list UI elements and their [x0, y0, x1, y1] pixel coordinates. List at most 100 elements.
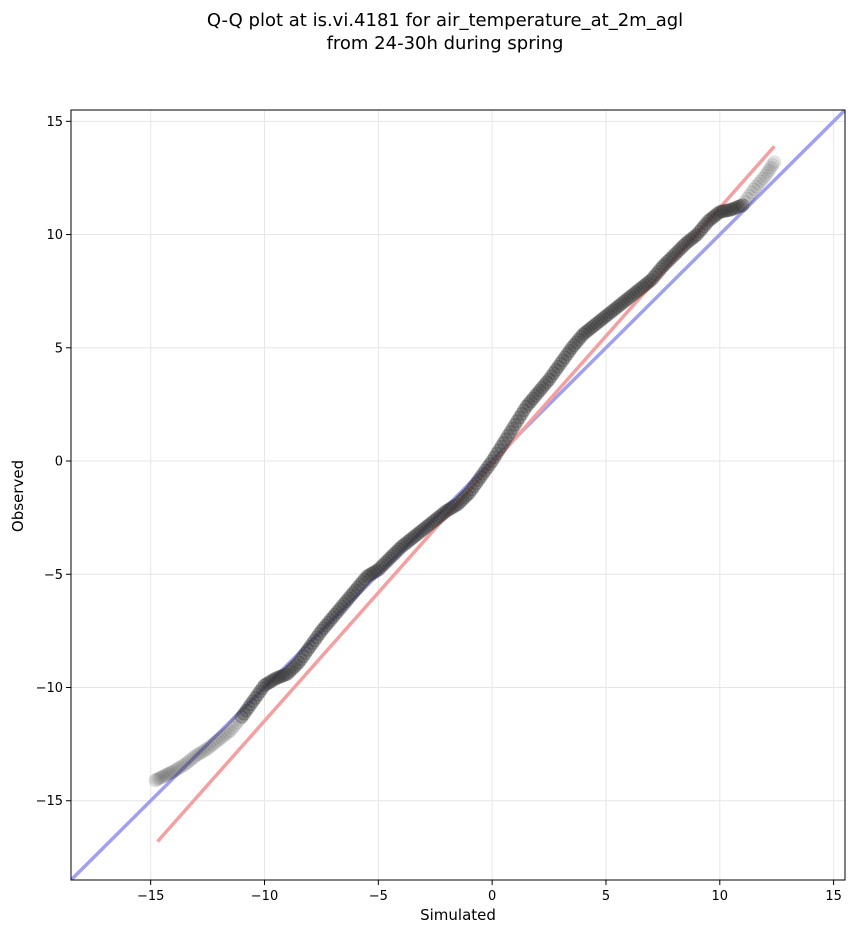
- qq-point: [537, 377, 552, 392]
- qq-point: [330, 604, 345, 619]
- qq-point: [407, 529, 422, 544]
- x-tick-label: 10: [712, 889, 729, 904]
- qq-point: [624, 289, 639, 304]
- qq-point: [630, 283, 645, 298]
- y-tick-label: −15: [36, 794, 63, 809]
- qq-point: [428, 512, 443, 527]
- qq-point: [300, 642, 315, 657]
- qq-point: [555, 353, 570, 368]
- qq-point: [416, 521, 431, 536]
- qq-point: [526, 391, 541, 406]
- qq-point: [275, 668, 290, 683]
- qq-point: [325, 610, 340, 625]
- qq-point: [371, 562, 386, 577]
- qq-point: [328, 607, 343, 622]
- qq-point: [170, 761, 185, 776]
- qq-point: [539, 375, 554, 390]
- qq-point: [551, 359, 566, 374]
- qq-point: [373, 560, 388, 575]
- qq-point: [241, 700, 256, 715]
- qq-point: [211, 732, 226, 747]
- qq-point: [505, 421, 520, 436]
- qq-point: [177, 757, 192, 772]
- qq-point: [198, 743, 213, 758]
- qq-point: [216, 728, 231, 743]
- qq-point: [678, 236, 693, 251]
- qq-point: [398, 536, 413, 551]
- qq-point: [763, 160, 778, 175]
- qq-point: [690, 227, 705, 242]
- qq-point: [355, 574, 370, 589]
- qq-point: [583, 321, 598, 336]
- qq-point: [250, 687, 265, 702]
- qq-point: [271, 670, 286, 685]
- qq-point: [557, 350, 572, 365]
- qq-point: [507, 417, 522, 432]
- qq-point: [476, 466, 491, 481]
- qq-point: [389, 544, 404, 559]
- qq-point: [494, 439, 509, 454]
- qq-point: [696, 219, 711, 234]
- qq-point: [728, 200, 743, 215]
- qq-point: [175, 758, 190, 773]
- qq-point: [478, 463, 493, 478]
- qq-point: [159, 767, 174, 782]
- qq-point: [341, 591, 356, 606]
- qq-point: [546, 366, 561, 381]
- y-tick-label: 0: [55, 455, 63, 470]
- qq-point: [760, 165, 775, 180]
- qq-point: [268, 671, 283, 686]
- qq-point: [749, 179, 764, 194]
- qq-point: [168, 762, 183, 777]
- qq-point: [491, 443, 506, 458]
- qq-point: [674, 241, 689, 256]
- qq-point: [592, 314, 607, 329]
- qq-point: [542, 372, 557, 387]
- qq-point: [560, 347, 575, 362]
- qq-point: [259, 676, 274, 691]
- qq-point: [585, 319, 600, 334]
- qq-point: [307, 633, 322, 648]
- qq-point: [437, 505, 452, 520]
- qq-point: [651, 264, 666, 279]
- qq-point: [414, 523, 429, 538]
- qq-point: [503, 425, 518, 440]
- qq-point: [200, 741, 215, 756]
- qq-point: [569, 335, 584, 350]
- qq-point: [617, 294, 632, 309]
- qq-point: [148, 773, 163, 788]
- qq-point: [726, 201, 741, 216]
- qq-point: [318, 618, 333, 633]
- qq-point: [685, 231, 700, 246]
- qq-point: [737, 194, 752, 209]
- plot-area: [71, 110, 845, 880]
- qq-point: [731, 199, 746, 214]
- qq-point: [180, 755, 195, 770]
- qq-point: [471, 473, 486, 488]
- qq-point: [221, 725, 236, 740]
- qq-point: [589, 316, 604, 331]
- qq-point: [375, 558, 390, 573]
- qq-point: [510, 414, 525, 429]
- qq-point: [644, 272, 659, 287]
- qq-point: [321, 615, 336, 630]
- qq-point: [573, 329, 588, 344]
- y-axis-label: Observed: [9, 460, 27, 532]
- qq-point: [289, 657, 304, 672]
- qq-point: [366, 565, 381, 580]
- qq-point: [166, 764, 181, 779]
- qq-point: [227, 718, 242, 733]
- qq-point: [218, 727, 233, 742]
- qq-point: [191, 747, 206, 762]
- grid-lines: [71, 110, 845, 880]
- qq-point: [155, 769, 170, 784]
- axis-ticks: −15 −10 −5 0 5 10 15 −15 −10 −5 0 5 10 15: [36, 115, 842, 904]
- qq-point: [758, 168, 773, 183]
- qq-point: [157, 768, 172, 783]
- qq-point: [767, 155, 782, 170]
- qq-point: [553, 356, 568, 371]
- qq-point: [482, 457, 497, 472]
- qq-point: [293, 652, 308, 667]
- qq-point: [669, 245, 684, 260]
